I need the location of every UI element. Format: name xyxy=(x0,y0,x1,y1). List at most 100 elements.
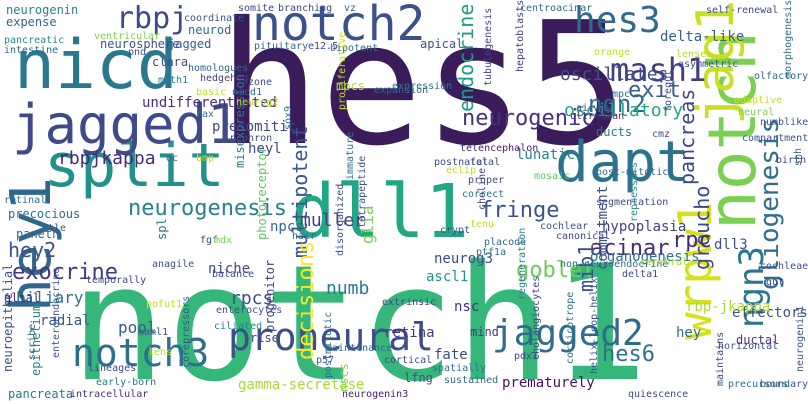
word: anagile xyxy=(152,259,195,270)
word: canonical xyxy=(556,231,611,242)
word: olfactory xyxy=(754,71,808,82)
word: notch3 xyxy=(72,331,210,375)
word: oc xyxy=(166,153,179,164)
word: proper xyxy=(468,175,505,186)
word: precursors xyxy=(728,379,789,390)
word: correct xyxy=(462,189,505,200)
word: maintenance xyxy=(326,343,393,354)
word: lunatic xyxy=(516,147,576,163)
word: cortical xyxy=(384,355,433,366)
word: crypt xyxy=(440,225,471,236)
word: cerebral xyxy=(640,257,689,268)
word: corepressors xyxy=(181,295,192,368)
word: proneural xyxy=(228,315,434,359)
word: extrinsic xyxy=(382,297,437,308)
word: expansion xyxy=(374,85,429,96)
word: vz xyxy=(344,3,357,14)
word: lfng xyxy=(404,371,433,385)
word: balance xyxy=(212,269,255,280)
word: nicd1 xyxy=(232,87,263,98)
word: ducts xyxy=(596,125,633,139)
word: regeneration xyxy=(517,227,528,300)
word: rise xyxy=(250,331,279,345)
word: pituitary xyxy=(254,41,309,52)
word: homologues xyxy=(188,63,249,74)
word: neuroepithelial xyxy=(1,263,15,372)
word: airway xyxy=(576,103,613,114)
word: corticotrope xyxy=(565,291,576,364)
word: prematurely xyxy=(502,375,595,391)
word: lenses xyxy=(676,49,713,60)
word: basic xyxy=(196,87,227,98)
word: retinal xyxy=(4,195,47,206)
word: eclip xyxy=(446,165,477,176)
word: pancreatic xyxy=(4,35,65,46)
word: self-renewal xyxy=(706,5,779,16)
word: expense xyxy=(6,15,57,29)
word: enteroendocrine xyxy=(51,267,62,358)
word: scribe xyxy=(27,323,38,360)
word: shh xyxy=(793,147,804,166)
word: e12.5 xyxy=(308,41,339,52)
word: neurogenin1 xyxy=(795,305,806,372)
word: effectors xyxy=(732,305,808,321)
word: orange xyxy=(594,47,631,58)
word: hey2 xyxy=(8,238,57,262)
word: postmitotic xyxy=(323,311,334,378)
word: spl xyxy=(155,218,169,240)
word: oscillates xyxy=(560,64,669,85)
word: gamma-secretase xyxy=(238,377,365,393)
word: non-neuroendocrine xyxy=(560,259,669,270)
word: immature xyxy=(345,131,356,180)
word: spatially xyxy=(432,363,487,374)
word: lineages xyxy=(88,363,137,374)
word: endocrine xyxy=(454,3,478,112)
word: npcs xyxy=(270,219,304,235)
word: neurog3 xyxy=(434,251,494,267)
word: adaptive xyxy=(734,95,783,106)
word: ventricular xyxy=(94,31,161,42)
word: expression xyxy=(392,81,453,92)
word: tetrapeptide xyxy=(357,155,368,228)
word: hes3 xyxy=(574,0,661,41)
word: quiescence xyxy=(628,389,689,400)
word: neurog2 xyxy=(236,97,279,108)
word: biliary xyxy=(16,288,84,307)
word: choline xyxy=(477,167,488,210)
word: proliferative xyxy=(337,31,348,110)
word: somite xyxy=(238,3,275,14)
word: lens xyxy=(148,347,173,358)
word: ptf1a xyxy=(476,247,507,258)
word: neurogenesis xyxy=(128,196,287,221)
word: enterocytes xyxy=(216,305,283,316)
word: placode xyxy=(484,237,527,248)
word: clara xyxy=(152,55,189,69)
word: ductal xyxy=(736,333,780,347)
word: apical xyxy=(420,37,464,51)
word: cholangiocytes xyxy=(531,275,542,360)
word: hes6 xyxy=(602,342,655,367)
word: rbpjkappa xyxy=(58,148,156,169)
word: telencephalon xyxy=(460,143,539,154)
word: sustained xyxy=(444,375,499,386)
word: hey xyxy=(676,325,702,341)
word: boundary xyxy=(760,379,808,390)
word: split xyxy=(44,131,225,201)
word: bipotent xyxy=(330,43,379,54)
word: compartment xyxy=(742,133,808,144)
word: gut xyxy=(766,277,785,288)
word: nicd xyxy=(14,26,178,105)
word: fate xyxy=(434,347,468,363)
word: delta-like xyxy=(660,29,745,45)
word: neural xyxy=(738,107,775,118)
word: mosaic xyxy=(534,171,571,182)
word: hair xyxy=(292,231,317,242)
word: ascl1 xyxy=(426,269,469,285)
word: niche xyxy=(208,261,251,277)
word: neurod xyxy=(188,23,232,37)
word: notch2 xyxy=(252,0,426,52)
word: muller xyxy=(300,210,366,231)
word: disorganized xyxy=(335,183,346,256)
word: delta1 xyxy=(622,269,659,280)
